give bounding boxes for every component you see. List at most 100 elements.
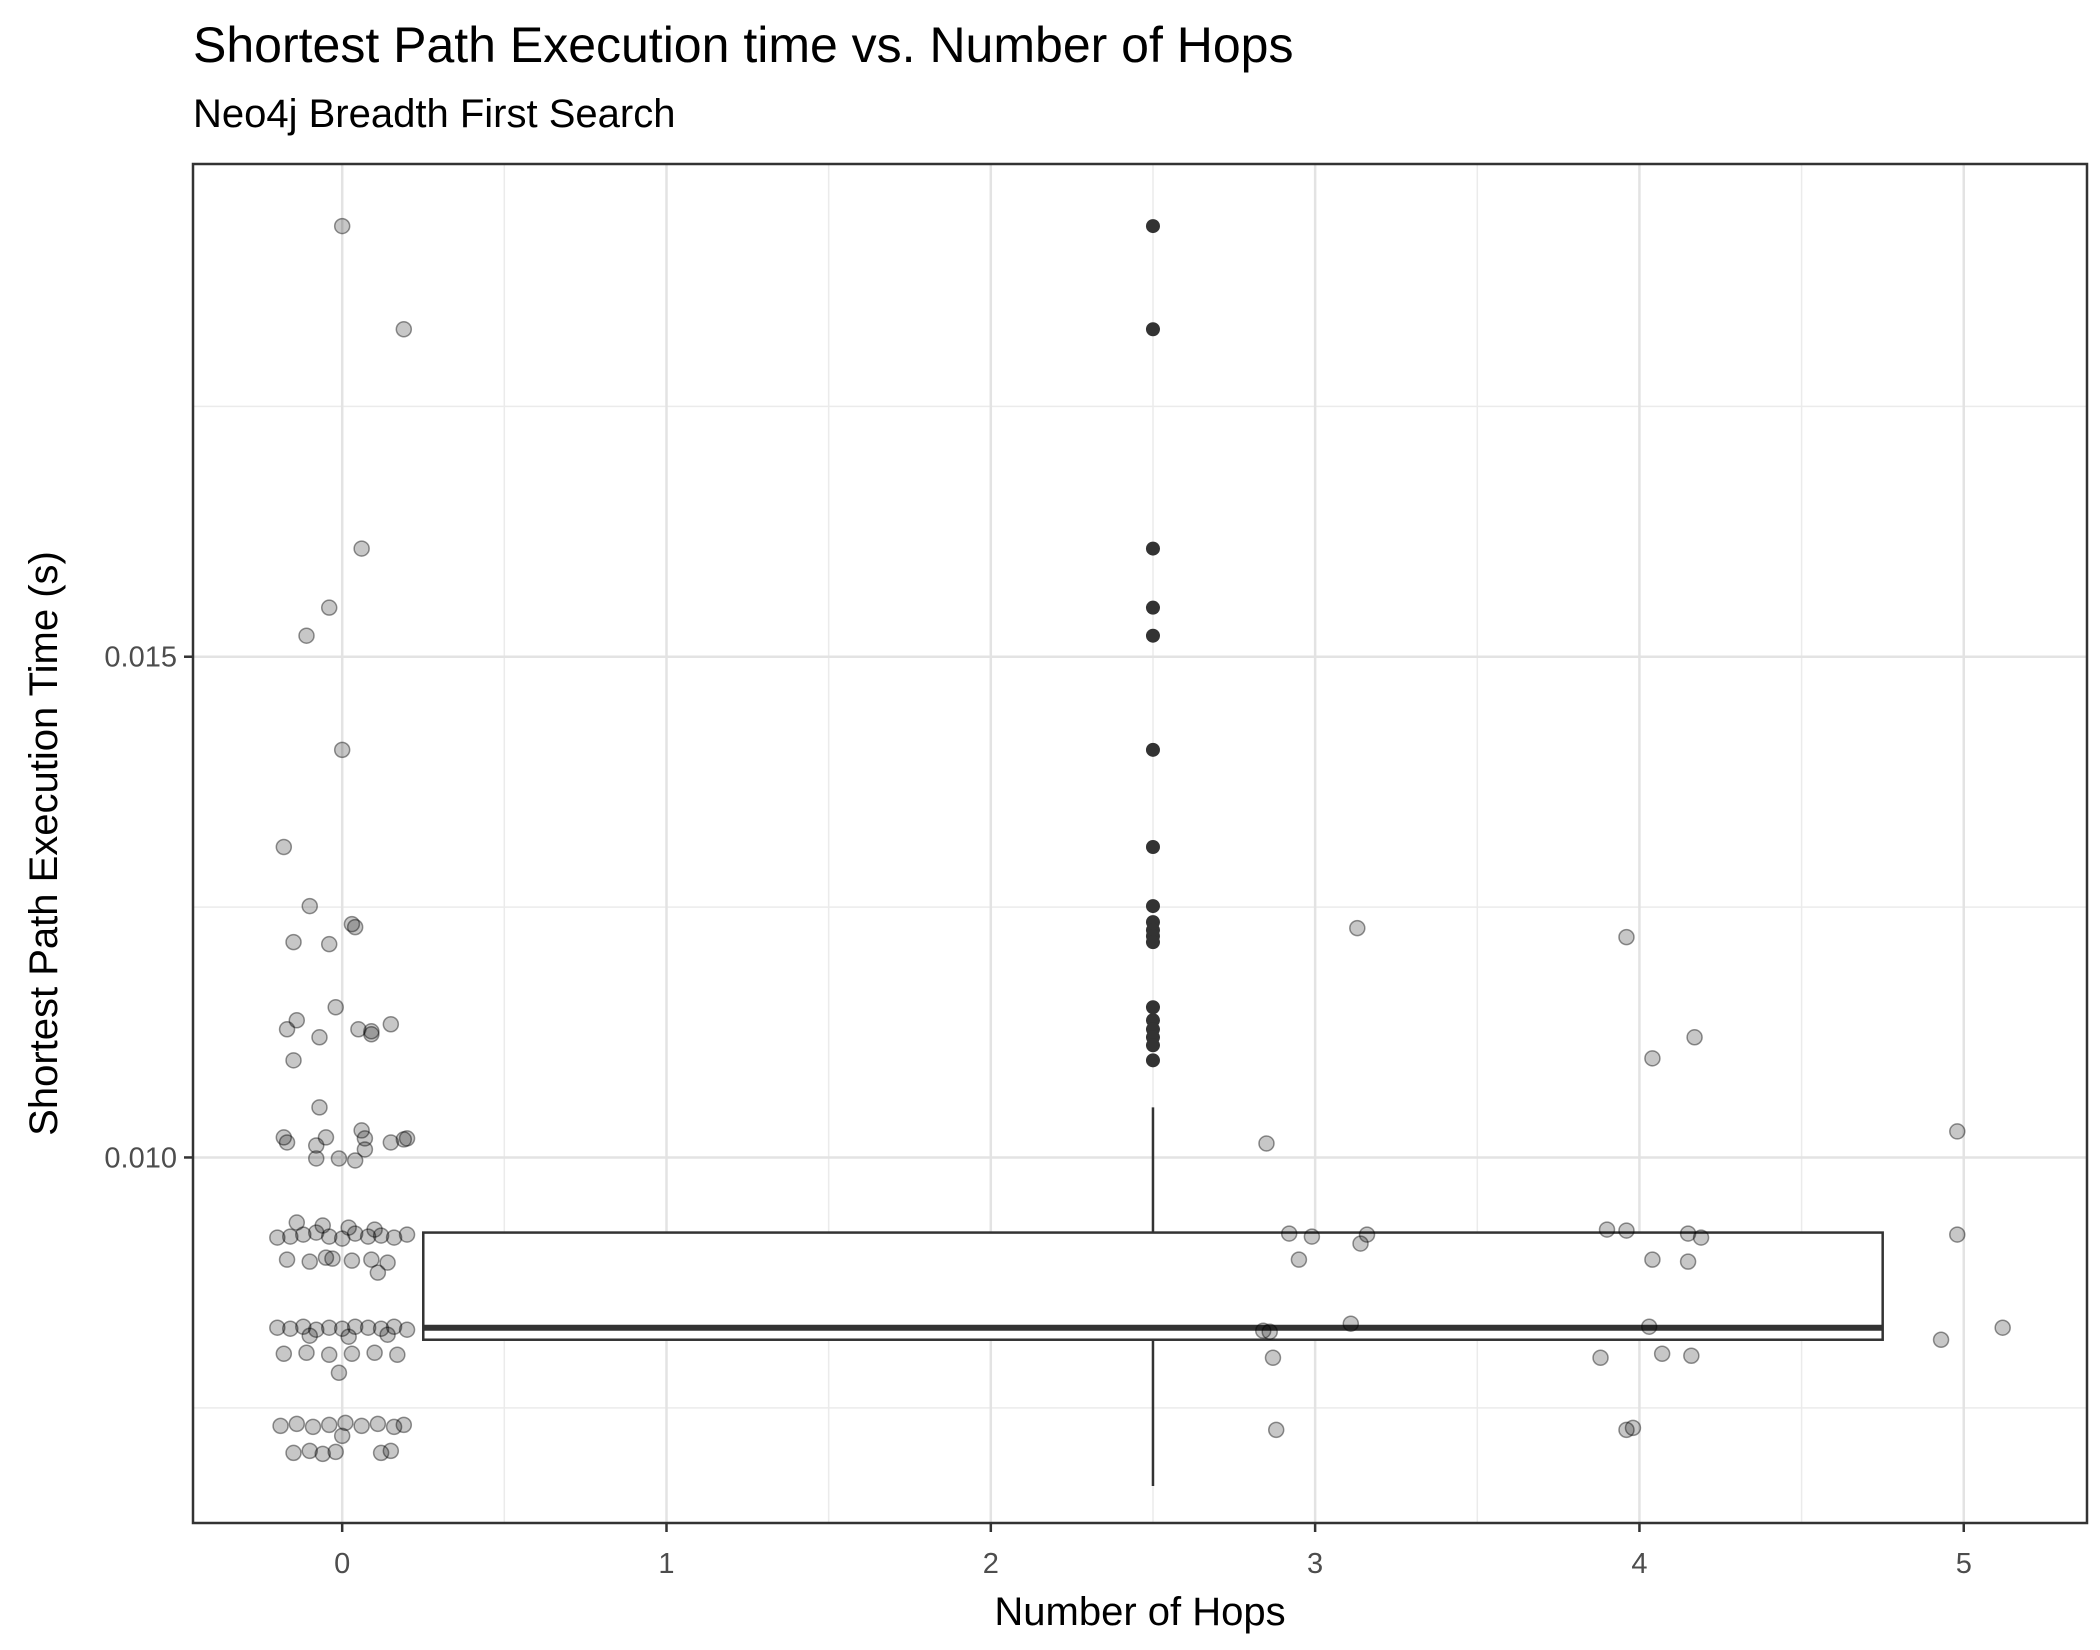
jitter-point <box>285 1052 302 1069</box>
jitter-point <box>327 1443 344 1461</box>
jitter-point <box>363 1251 380 1268</box>
jitter-point <box>307 1321 325 1338</box>
outlier-point <box>1145 541 1160 556</box>
jitter-point <box>311 1099 328 1116</box>
jitter-point <box>1352 1235 1369 1252</box>
jitter-point <box>353 540 370 557</box>
outlier-point <box>1145 628 1160 643</box>
outlier-point <box>1145 935 1160 950</box>
jitter-point <box>382 1134 400 1151</box>
x-tick-label: 4 <box>1631 1548 1647 1580</box>
jitter-point <box>369 1415 387 1433</box>
jitter-point <box>272 1417 289 1435</box>
jitter-point <box>278 1134 296 1151</box>
jitter-point <box>356 1130 374 1147</box>
y-axis-title: Shortest Path Execution Time (s) <box>22 551 66 1136</box>
jitter-point <box>282 1228 299 1245</box>
jitter-point <box>353 1417 370 1435</box>
jitter-point <box>278 1021 296 1038</box>
jitter-point <box>327 998 344 1016</box>
box-iqr <box>422 1231 1884 1341</box>
jitter-point <box>324 1250 341 1267</box>
outlier-point <box>1145 1053 1160 1068</box>
jitter-point <box>314 1217 331 1234</box>
jitter-point <box>307 1137 325 1154</box>
jitter-point <box>1640 1318 1658 1335</box>
jitter-point <box>340 1219 357 1236</box>
y-axis: 0.010 0.015 <box>104 642 193 1174</box>
jitter-point <box>1358 1226 1376 1243</box>
jitter-point <box>398 1130 416 1147</box>
jitter-point <box>1618 1222 1635 1239</box>
jitter-point <box>320 1346 338 1364</box>
jitter-point <box>343 1345 361 1363</box>
jitter-point <box>317 1249 335 1266</box>
jitter-point <box>346 1318 364 1335</box>
jitter-point <box>1949 1123 1966 1140</box>
jitter-point <box>379 1326 396 1343</box>
outlier-point <box>1145 600 1160 615</box>
jitter-point <box>1342 1315 1360 1332</box>
x-tick-label: 3 <box>1307 1548 1323 1580</box>
jitter-point <box>1254 1322 1272 1339</box>
jitter-point <box>1598 1221 1616 1238</box>
jitter-point <box>330 1150 348 1167</box>
jitter-point <box>288 1012 306 1029</box>
jitter-point <box>1290 1251 1308 1268</box>
outlier-point <box>1145 742 1160 757</box>
jitter-point <box>369 1264 387 1281</box>
jitter-point <box>288 1415 306 1433</box>
jitter-point <box>385 1318 403 1335</box>
jitter-point <box>366 1344 383 1361</box>
jitter-point <box>304 1418 322 1436</box>
x-tick-label: 1 <box>658 1548 674 1580</box>
jitter-point <box>346 1225 364 1242</box>
jitter-point <box>389 1346 406 1364</box>
jitter-point <box>320 599 338 616</box>
jitter-point <box>333 1230 351 1247</box>
jitter-point <box>395 1416 413 1434</box>
jitter-point <box>1258 1135 1275 1152</box>
jitter-point <box>340 1328 357 1345</box>
chart-title: Shortest Path Execution time vs. Number … <box>193 17 1294 73</box>
jitter-point <box>398 1226 416 1243</box>
major-gridlines <box>193 164 2087 1523</box>
jitter-point <box>385 1418 403 1436</box>
jitter-point <box>372 1320 390 1337</box>
jitter-point <box>301 1442 319 1460</box>
jitter-point <box>356 1141 374 1158</box>
jitter-point <box>395 1131 413 1148</box>
outlier-point <box>1145 840 1160 855</box>
jitter-point <box>295 1226 312 1243</box>
jitter-point <box>346 1152 364 1169</box>
jitter-point <box>275 838 293 856</box>
boxplot <box>422 1107 1884 1486</box>
jitter-point <box>1679 1225 1697 1242</box>
jitter-point <box>333 741 351 759</box>
jitter-point <box>353 1122 370 1139</box>
jitter-point <box>350 1021 367 1038</box>
x-axis-title: Number of Hops <box>994 1590 1285 1634</box>
jitter-point <box>295 1318 312 1335</box>
jitter-point <box>278 1251 296 1268</box>
jitter-point <box>285 1444 302 1462</box>
outlier-point <box>1145 1038 1160 1053</box>
jitter-point <box>269 1229 286 1246</box>
jitter-point <box>1349 919 1366 937</box>
jitter-point <box>333 1320 351 1337</box>
jitter-point <box>1686 1029 1703 1046</box>
jitter-point <box>269 1319 286 1336</box>
jitter-point <box>333 1427 351 1445</box>
jitter-point <box>395 320 413 338</box>
jitter-point <box>307 1150 325 1167</box>
jitter-point <box>366 1221 383 1238</box>
jitter-point <box>398 1321 416 1338</box>
jitter-point <box>320 1228 338 1245</box>
jitter-point <box>275 1345 293 1363</box>
jitter-point <box>320 935 338 953</box>
jitter-point <box>282 1320 299 1337</box>
x-tick-label: 5 <box>1956 1548 1972 1580</box>
jitter-point <box>317 1129 335 1146</box>
jitter-point <box>1644 1251 1661 1268</box>
